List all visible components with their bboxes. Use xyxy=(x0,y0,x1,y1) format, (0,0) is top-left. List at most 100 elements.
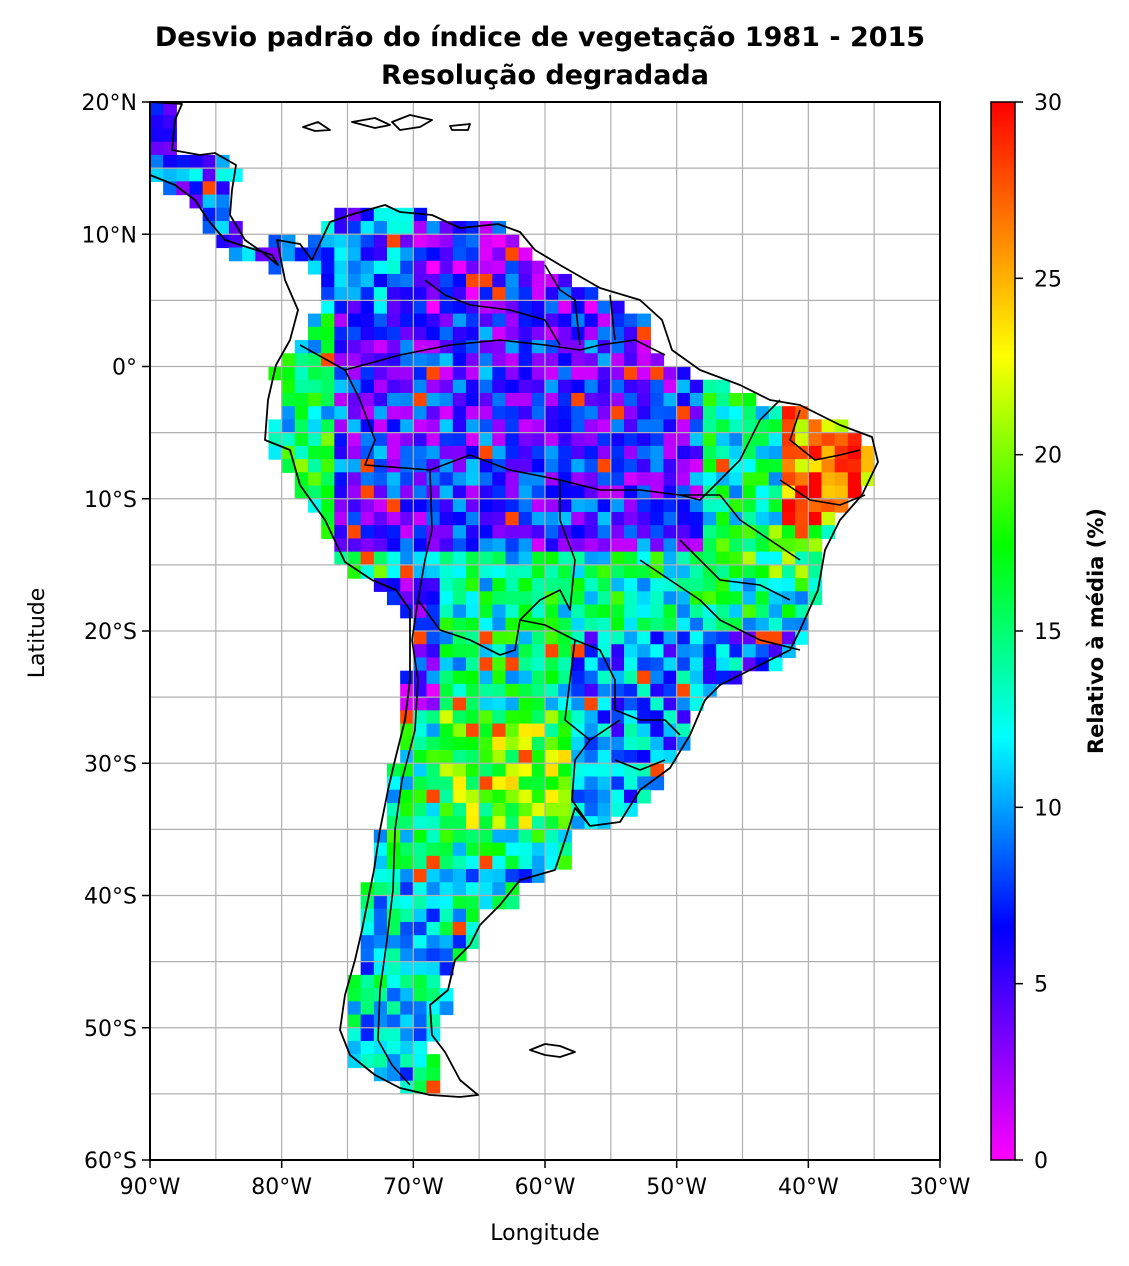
heatmap-cell xyxy=(373,379,388,394)
heatmap-cell xyxy=(650,631,665,645)
heatmap-cell xyxy=(703,392,717,407)
heatmap-cell xyxy=(663,485,678,500)
heatmap-cell xyxy=(413,974,428,989)
heatmap-cell xyxy=(413,392,428,407)
heatmap-cell xyxy=(518,644,533,659)
heatmap-cell xyxy=(545,670,559,685)
heatmap-cell xyxy=(479,723,493,738)
heatmap-cell xyxy=(624,723,638,738)
heatmap-cell xyxy=(400,326,414,341)
heatmap-cell xyxy=(387,485,401,500)
heatmap-cell xyxy=(400,472,414,487)
heatmap-cell xyxy=(676,697,691,711)
heatmap-cell xyxy=(452,882,467,897)
heatmap-cell xyxy=(821,511,836,526)
heatmap-cell xyxy=(637,406,651,420)
heatmap-cell xyxy=(452,498,467,513)
heatmap-cell xyxy=(610,445,625,460)
heatmap-cell xyxy=(215,168,230,182)
heatmap-cell xyxy=(689,392,704,407)
heatmap-cell xyxy=(373,260,388,275)
heatmap-cell xyxy=(571,366,586,381)
heatmap-cell xyxy=(347,340,362,354)
heatmap-cell xyxy=(676,591,691,606)
heatmap-cell xyxy=(663,459,678,473)
heatmap-cell xyxy=(689,419,704,434)
heatmap-cell xyxy=(505,670,520,685)
x-tick-label: 40°W xyxy=(778,1175,839,1200)
heatmap-cell xyxy=(768,445,783,460)
heatmap-cell xyxy=(571,736,586,751)
heatmap-cell xyxy=(558,564,572,579)
heatmap-cell xyxy=(360,974,375,989)
heatmap-cell xyxy=(400,1054,414,1069)
heatmap-cell xyxy=(413,789,428,804)
heatmap-cell xyxy=(373,392,388,407)
heatmap-cell xyxy=(663,472,678,487)
heatmap-cell xyxy=(676,511,691,526)
heatmap-cell xyxy=(571,300,586,315)
heatmap-cell xyxy=(373,855,388,870)
heatmap-cell xyxy=(689,657,704,672)
heatmap-cell xyxy=(505,776,520,791)
heatmap-cell xyxy=(650,617,665,632)
y-tick-label: 30°S xyxy=(84,752,137,777)
heatmap-cell xyxy=(505,578,520,592)
heatmap-cell xyxy=(466,273,480,288)
heatmap-cell xyxy=(755,617,770,632)
heatmap-cell xyxy=(505,538,520,553)
heatmap-cell xyxy=(676,445,691,460)
heatmap-cell xyxy=(387,379,401,394)
heatmap-cell xyxy=(215,181,230,196)
heatmap-cell xyxy=(452,247,467,262)
heatmap-cell xyxy=(347,207,362,222)
heatmap-cell xyxy=(545,353,559,368)
heatmap-cell xyxy=(650,498,665,513)
heatmap-cell xyxy=(597,313,612,328)
heatmap-cell xyxy=(610,710,625,725)
heatmap-cell xyxy=(742,551,757,566)
heatmap-cell xyxy=(808,564,823,579)
heatmap-cell xyxy=(624,511,638,526)
heatmap-cell xyxy=(531,287,546,301)
heatmap-cell xyxy=(492,869,507,883)
heatmap-cell xyxy=(571,511,586,526)
heatmap-cell xyxy=(624,631,638,645)
heatmap-cell xyxy=(347,459,362,473)
heatmap-cell xyxy=(716,644,730,659)
heatmap-cell xyxy=(479,432,493,447)
heatmap-cell xyxy=(466,895,480,910)
heatmap-cell xyxy=(492,406,507,420)
heatmap-cell xyxy=(426,631,441,645)
heatmap-cell xyxy=(347,1054,362,1069)
heatmap-cell xyxy=(531,710,546,725)
heatmap-cell xyxy=(742,419,757,434)
heatmap-cell xyxy=(768,578,783,592)
heatmap-cell xyxy=(479,763,493,778)
heatmap-cell xyxy=(716,511,730,526)
chart-title: Desvio padrão do índice de vegetação 198… xyxy=(155,22,925,53)
heatmap-cell xyxy=(426,974,441,989)
colorbar-tick-label: 5 xyxy=(1034,973,1048,998)
heatmap-cell xyxy=(400,340,414,354)
heatmap-cell xyxy=(426,921,441,936)
heatmap-cell xyxy=(308,472,322,487)
heatmap-cell xyxy=(426,789,441,804)
heatmap-cell xyxy=(610,366,625,381)
heatmap-cell xyxy=(703,564,717,579)
heatmap-cell xyxy=(479,326,493,341)
heatmap-cell xyxy=(518,247,533,262)
heatmap-cell xyxy=(373,921,388,936)
heatmap-cell xyxy=(624,802,638,817)
heatmap-cell xyxy=(676,683,691,698)
heatmap-cell xyxy=(637,591,651,606)
heatmap-cell xyxy=(782,498,796,513)
heatmap-cell xyxy=(689,644,704,659)
heatmap-cell xyxy=(716,670,730,685)
y-tick-label: 50°S xyxy=(84,1017,137,1042)
heatmap-cell xyxy=(373,234,388,249)
heatmap-cell xyxy=(650,379,665,394)
heatmap-cell xyxy=(492,419,507,434)
heatmap-cell xyxy=(650,657,665,672)
heatmap-cell xyxy=(321,300,335,315)
